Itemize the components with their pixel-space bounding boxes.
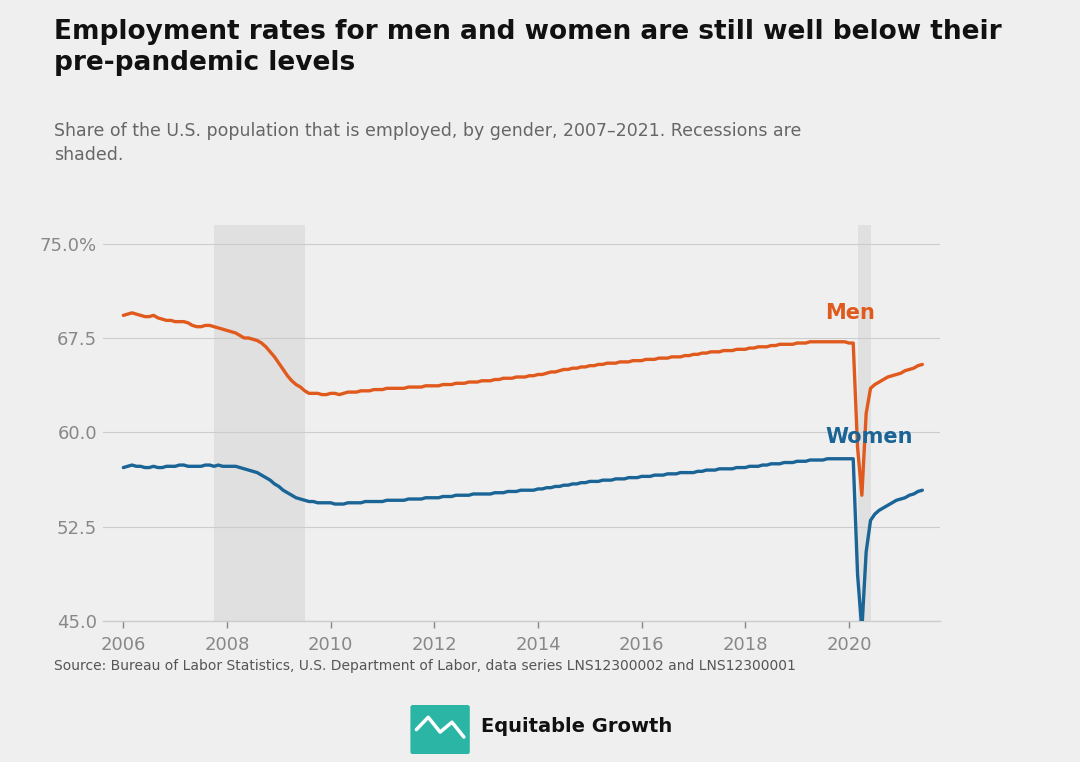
- Bar: [214, 225, 305, 621]
- Text: Source: Bureau of Labor Statistics, U.S. Department of Labor, data series LNS123: Source: Bureau of Labor Statistics, U.S.…: [54, 659, 796, 673]
- Text: Men: Men: [825, 303, 876, 323]
- FancyBboxPatch shape: [410, 705, 470, 754]
- Text: Employment rates for men and women are still well below their
pre-pandemic level: Employment rates for men and women are s…: [54, 19, 1001, 76]
- Text: Equitable Growth: Equitable Growth: [481, 717, 672, 735]
- Text: Share of the U.S. population that is employed, by gender, 2007–2021. Recessions : Share of the U.S. population that is emp…: [54, 122, 801, 165]
- Bar: [858, 225, 870, 621]
- Text: Women: Women: [825, 427, 913, 447]
